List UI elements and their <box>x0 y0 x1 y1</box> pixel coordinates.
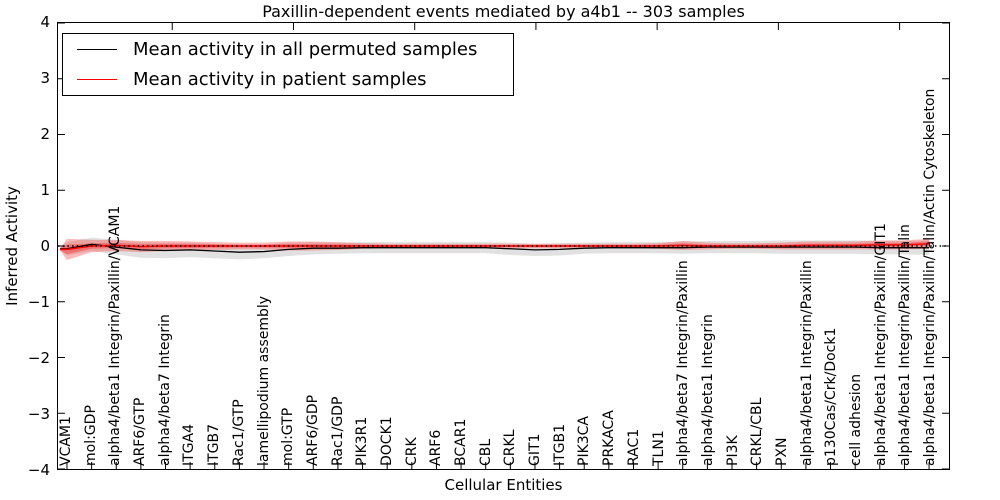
legend-label-patient: Mean activity in patient samples <box>133 68 427 90</box>
x-tick-label: DOCK1 <box>378 416 395 466</box>
x-tick-label: p130Cas/Crk/Dock1 <box>823 327 840 466</box>
chart-title: Paxillin-dependent events mediated by a4… <box>262 2 745 21</box>
x-tick-label: CRKL <box>502 429 519 466</box>
x-tick-label: BCAR1 <box>453 418 469 466</box>
y-tick-label: −3 <box>27 405 50 423</box>
y-tick-label: 1 <box>40 181 50 199</box>
y-tick-label: 4 <box>40 13 50 31</box>
x-axis-label: Cellular Entities <box>444 476 563 494</box>
x-tick-label: RAC1 <box>625 428 642 466</box>
x-tick-label: CBL <box>477 438 494 466</box>
x-tick-label: ITGA4 <box>181 423 198 466</box>
x-tick-label: alpha4/beta7 Integrin/Paxillin <box>675 260 692 466</box>
x-tick-label: Rac1/GTP <box>230 399 247 466</box>
patient-std-band-inner <box>59 241 930 255</box>
x-tick-label: alpha4/beta1 Integrin/Paxillin/Talin <box>897 224 914 466</box>
x-tick-label: ARF6 <box>428 429 445 466</box>
x-tick-label: alpha4/beta1 Integrin/Paxillin/VCAM1 <box>107 205 124 466</box>
x-tick-label: PIK3CA <box>576 415 593 466</box>
x-tick-label: alpha4/beta7 Integrin <box>156 314 173 466</box>
x-tick-label: ARF6/GDP <box>304 394 321 466</box>
x-tick-label: PIK3R1 <box>354 416 371 466</box>
x-tick-label: ARF6/GTP <box>132 397 149 466</box>
y-tick-label: 2 <box>40 125 50 143</box>
patient-std-band-outer <box>59 238 930 260</box>
legend-entry-permuted: Mean activity in all permuted samples <box>63 36 513 64</box>
legend: Mean activity in all permuted samples Me… <box>62 33 514 96</box>
x-tick-label: mol:GDP <box>82 405 99 466</box>
legend-line-sample-permuted <box>77 49 117 51</box>
x-tick-label: lamellipodium assembly <box>255 295 272 466</box>
y-tick-label: −1 <box>27 293 50 311</box>
x-tick-label: TLN1 <box>650 430 667 466</box>
plot-svg <box>58 23 949 469</box>
x-tick-label: CRKL/CBL <box>749 397 766 466</box>
x-tick-label: mol:GTP <box>280 407 297 466</box>
x-tick-label: cell adhesion <box>848 373 864 466</box>
permuted-mean-line <box>59 243 930 253</box>
y-tick-label: −4 <box>27 461 50 479</box>
x-tick-label: alpha4/beta1 Integrin <box>699 314 716 466</box>
x-tick-label: ITGB7 <box>206 423 223 466</box>
legend-line-sample-patient <box>77 78 117 80</box>
x-tick-label: alpha4/beta1 Integrin/Paxillin/GIT1 <box>872 223 889 466</box>
x-tick-label: GIT1 <box>527 433 543 466</box>
y-tick-label: −2 <box>27 349 50 367</box>
x-tick-label: ITGB1 <box>551 423 568 466</box>
x-tick-label: PRKACA <box>601 410 618 466</box>
x-tick-label: PI3K <box>724 435 741 466</box>
x-tick-label: Rac1/GDP <box>329 396 346 466</box>
x-tick-label: PXN <box>773 437 790 466</box>
y-tick-label: 0 <box>40 237 50 255</box>
x-tick-label: alpha4/beta1 Integrin/Paxillin <box>798 260 815 466</box>
plot-area: VCAM1 mol:GDP alpha4/beta1 Integrin/Paxill… <box>57 22 950 470</box>
x-tick-label: VCAM1 <box>58 416 74 466</box>
x-tick-label: alpha4/beta1 Integrin/Paxillin/Talin/Act… <box>922 88 938 466</box>
legend-entry-patient: Mean activity in patient samples <box>63 65 513 93</box>
x-tick-label: CRK <box>403 437 420 466</box>
y-tick-label: 3 <box>40 69 50 87</box>
legend-label-permuted: Mean activity in all permuted samples <box>133 39 478 61</box>
